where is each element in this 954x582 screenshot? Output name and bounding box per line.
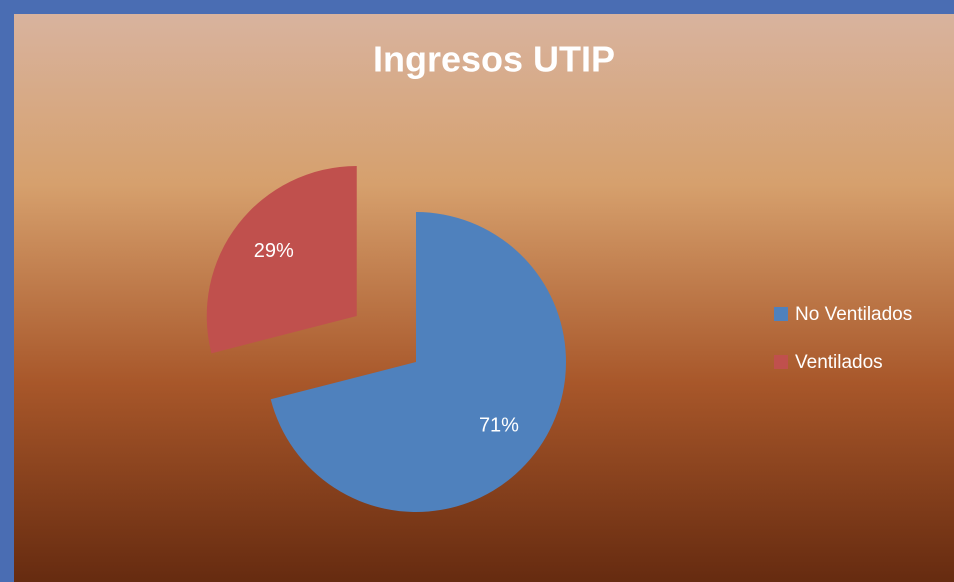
data-label: 29%: [254, 240, 294, 262]
legend-label: No Ventilados: [795, 304, 912, 325]
legend-swatch: [774, 355, 788, 369]
pie-slice: [206, 166, 357, 354]
legend-swatch: [774, 307, 788, 321]
data-label: 71%: [479, 415, 519, 437]
pie-slice: [270, 212, 567, 513]
legend-label: Ventilados: [795, 352, 883, 373]
chart-title: Ingresos UTIP: [373, 39, 615, 80]
